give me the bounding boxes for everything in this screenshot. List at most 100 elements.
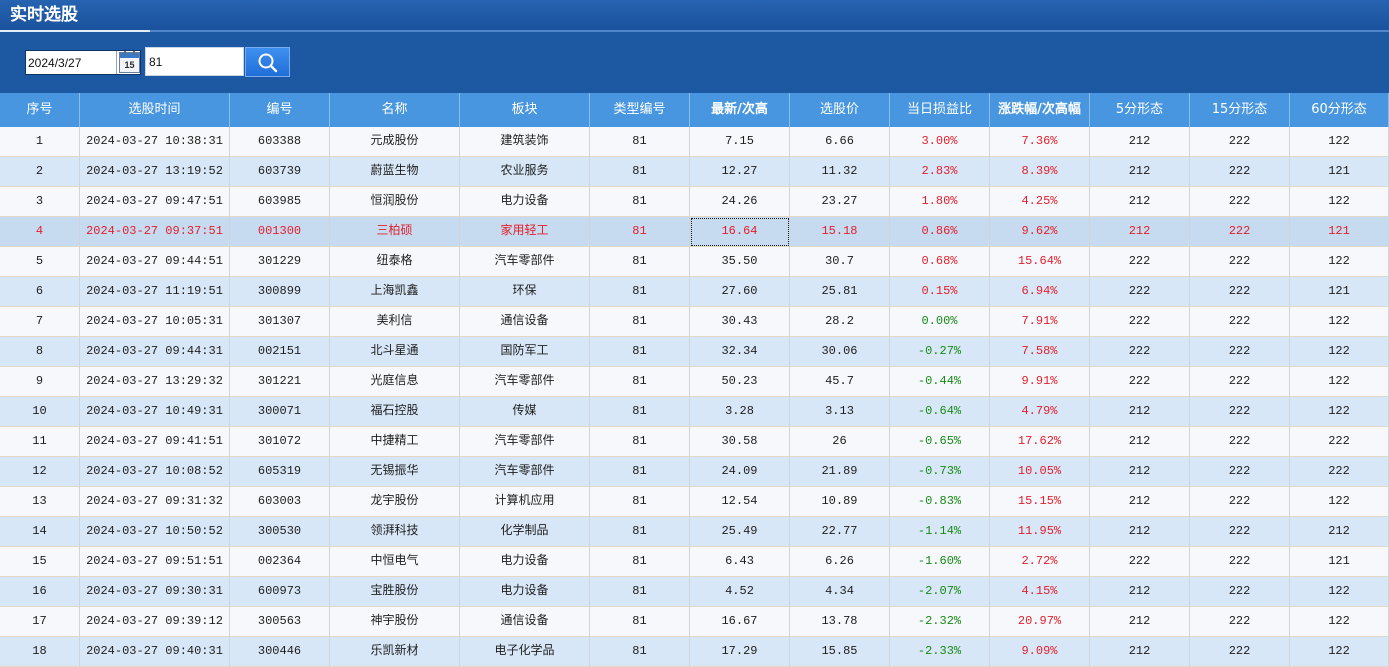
cell-row-number[interactable]: 6 [0, 277, 80, 307]
column-header-form-60m[interactable]: 60分形态 [1290, 93, 1389, 127]
cell-change-high-pct[interactable]: 15.15% [990, 487, 1090, 517]
cell-pick-price[interactable]: 28.2 [790, 307, 890, 337]
cell-latest-high[interactable]: 50.23 [690, 367, 790, 397]
cell-form-15m[interactable]: 222 [1190, 547, 1290, 577]
cell-pick-price[interactable]: 23.27 [790, 187, 890, 217]
cell-stock-name[interactable]: 北斗星通 [330, 337, 460, 367]
cell-row-number[interactable]: 11 [0, 427, 80, 457]
cell-pick-time[interactable]: 2024-03-27 13:19:52 [80, 157, 230, 187]
cell-form-5m[interactable]: 212 [1090, 487, 1190, 517]
cell-day-pl-ratio[interactable]: -2.33% [890, 637, 990, 667]
calendar-icon[interactable]: 15 [119, 51, 140, 73]
cell-form-5m[interactable]: 222 [1090, 247, 1190, 277]
cell-type-code[interactable]: 81 [590, 127, 690, 157]
cell-day-pl-ratio[interactable]: -0.44% [890, 367, 990, 397]
cell-sector[interactable]: 家用轻工 [460, 217, 590, 247]
table-row[interactable]: 15 2024-03-27 09:51:51 002364 中恒电气 电力设备 81 6.4… [0, 547, 1389, 577]
cell-change-high-pct[interactable]: 7.36% [990, 127, 1090, 157]
cell-form-15m[interactable]: 222 [1190, 277, 1290, 307]
cell-day-pl-ratio[interactable]: -1.14% [890, 517, 990, 547]
column-header-change-high-pct[interactable]: 涨跌幅/次高幅 [990, 93, 1090, 127]
cell-stock-code[interactable]: 603739 [230, 157, 330, 187]
table-row[interactable]: 12 2024-03-27 10:08:52 605319 无锡振华 汽车零部件 81 24… [0, 457, 1389, 487]
cell-day-pl-ratio[interactable]: 0.15% [890, 277, 990, 307]
cell-row-number[interactable]: 2 [0, 157, 80, 187]
cell-change-high-pct[interactable]: 6.94% [990, 277, 1090, 307]
cell-pick-time[interactable]: 2024-03-27 09:44:51 [80, 247, 230, 277]
type-code-input[interactable] [145, 47, 244, 76]
cell-change-high-pct[interactable]: 10.05% [990, 457, 1090, 487]
cell-form-15m[interactable]: 222 [1190, 397, 1290, 427]
cell-pick-price[interactable]: 25.81 [790, 277, 890, 307]
cell-row-number[interactable]: 8 [0, 337, 80, 367]
cell-form-5m[interactable]: 212 [1090, 127, 1190, 157]
cell-change-high-pct[interactable]: 2.72% [990, 547, 1090, 577]
cell-pick-price[interactable]: 6.26 [790, 547, 890, 577]
cell-pick-time[interactable]: 2024-03-27 10:49:31 [80, 397, 230, 427]
cell-day-pl-ratio[interactable]: -0.27% [890, 337, 990, 367]
cell-sector[interactable]: 传媒 [460, 397, 590, 427]
column-header-type-code[interactable]: 类型编号 [590, 93, 690, 127]
cell-form-60m[interactable]: 122 [1290, 187, 1389, 217]
cell-row-number[interactable]: 17 [0, 607, 80, 637]
cell-stock-name[interactable]: 福石控股 [330, 397, 460, 427]
cell-form-60m[interactable]: 121 [1290, 547, 1389, 577]
cell-latest-high[interactable]: 6.43 [690, 547, 790, 577]
cell-type-code[interactable]: 81 [590, 187, 690, 217]
cell-pick-price[interactable]: 45.7 [790, 367, 890, 397]
table-row[interactable]: 6 2024-03-27 11:19:51 300899 上海凯鑫 环保 81 27.60 2… [0, 277, 1389, 307]
cell-change-high-pct[interactable]: 20.97% [990, 607, 1090, 637]
cell-stock-code[interactable]: 300563 [230, 607, 330, 637]
date-field[interactable] [26, 51, 117, 74]
cell-stock-code[interactable]: 603985 [230, 187, 330, 217]
cell-type-code[interactable]: 81 [590, 397, 690, 427]
cell-form-60m[interactable]: 122 [1290, 337, 1389, 367]
cell-row-number[interactable]: 5 [0, 247, 80, 277]
cell-day-pl-ratio[interactable]: 2.83% [890, 157, 990, 187]
cell-pick-price[interactable]: 10.89 [790, 487, 890, 517]
cell-form-5m[interactable]: 212 [1090, 187, 1190, 217]
cell-pick-price[interactable]: 4.34 [790, 577, 890, 607]
cell-pick-time[interactable]: 2024-03-27 09:31:32 [80, 487, 230, 517]
cell-pick-time[interactable]: 2024-03-27 11:19:51 [80, 277, 230, 307]
cell-type-code[interactable]: 81 [590, 637, 690, 667]
cell-form-60m[interactable]: 121 [1290, 217, 1389, 247]
cell-form-5m[interactable]: 212 [1090, 517, 1190, 547]
cell-form-60m[interactable]: 122 [1290, 397, 1389, 427]
table-row[interactable]: 11 2024-03-27 09:41:51 301072 中捷精工 汽车零部件 81 30… [0, 427, 1389, 457]
cell-stock-code[interactable]: 002364 [230, 547, 330, 577]
cell-change-high-pct[interactable]: 9.09% [990, 637, 1090, 667]
table-row[interactable]: 16 2024-03-27 09:30:31 600973 宝胜股份 电力设备 81 4.5… [0, 577, 1389, 607]
cell-latest-high[interactable]: 7.15 [690, 127, 790, 157]
cell-latest-high[interactable]: 30.43 [690, 307, 790, 337]
search-button[interactable] [245, 47, 290, 77]
cell-form-60m[interactable]: 122 [1290, 127, 1389, 157]
table-row[interactable]: 3 2024-03-27 09:47:51 603985 恒润股份 电力设备 81 24.2… [0, 187, 1389, 217]
cell-pick-time[interactable]: 2024-03-27 09:39:12 [80, 607, 230, 637]
cell-form-60m[interactable]: 122 [1290, 577, 1389, 607]
cell-form-5m[interactable]: 212 [1090, 607, 1190, 637]
cell-row-number[interactable]: 18 [0, 637, 80, 667]
table-row[interactable]: 10 2024-03-27 10:49:31 300071 福石控股 传媒 81 3.28 3… [0, 397, 1389, 427]
cell-type-code[interactable]: 81 [590, 337, 690, 367]
cell-form-15m[interactable]: 222 [1190, 187, 1290, 217]
cell-stock-code[interactable]: 300530 [230, 517, 330, 547]
cell-stock-code[interactable]: 600973 [230, 577, 330, 607]
cell-pick-time[interactable]: 2024-03-27 09:44:31 [80, 337, 230, 367]
cell-change-high-pct[interactable]: 7.58% [990, 337, 1090, 367]
cell-type-code[interactable]: 81 [590, 307, 690, 337]
cell-form-15m[interactable]: 222 [1190, 607, 1290, 637]
cell-stock-name[interactable]: 元成股份 [330, 127, 460, 157]
cell-stock-code[interactable]: 603003 [230, 487, 330, 517]
cell-sector[interactable]: 汽车零部件 [460, 457, 590, 487]
cell-row-number[interactable]: 1 [0, 127, 80, 157]
cell-pick-time[interactable]: 2024-03-27 09:30:31 [80, 577, 230, 607]
cell-form-60m[interactable]: 122 [1290, 607, 1389, 637]
cell-change-high-pct[interactable]: 8.39% [990, 157, 1090, 187]
column-header-stock-name[interactable]: 名称 [330, 93, 460, 127]
cell-type-code[interactable]: 81 [590, 517, 690, 547]
cell-stock-code[interactable]: 605319 [230, 457, 330, 487]
cell-form-60m[interactable]: 222 [1290, 457, 1389, 487]
cell-stock-name[interactable]: 纽泰格 [330, 247, 460, 277]
cell-pick-price[interactable]: 30.7 [790, 247, 890, 277]
